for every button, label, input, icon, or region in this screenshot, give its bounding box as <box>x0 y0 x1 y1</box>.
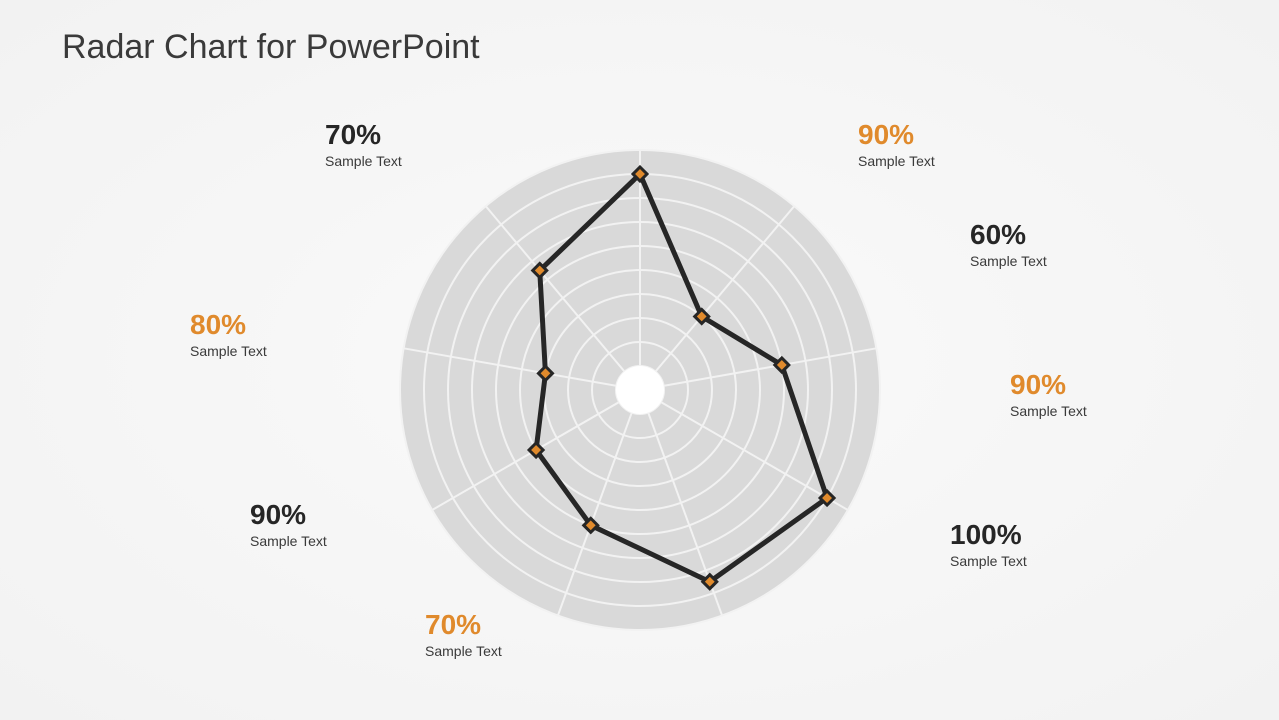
label-percent: 80% <box>190 310 267 341</box>
label-percent: 90% <box>858 120 935 151</box>
label-subtext: Sample Text <box>425 643 502 659</box>
label-subtext: Sample Text <box>250 533 327 549</box>
label-subtext: Sample Text <box>970 253 1047 269</box>
label-percent: 70% <box>325 120 402 151</box>
label-percent: 60% <box>970 220 1047 251</box>
chart-label: 70% Sample Text <box>325 120 402 169</box>
label-subtext: Sample Text <box>858 153 935 169</box>
chart-label: 70% Sample Text <box>425 610 502 659</box>
label-percent: 90% <box>1010 370 1087 401</box>
chart-label: 60% Sample Text <box>970 220 1047 269</box>
label-subtext: Sample Text <box>190 343 267 359</box>
chart-label: 80% Sample Text <box>190 310 267 359</box>
label-percent: 90% <box>250 500 327 531</box>
chart-label: 100% Sample Text <box>950 520 1027 569</box>
label-percent: 100% <box>950 520 1027 551</box>
radar-chart <box>0 0 1279 720</box>
label-subtext: Sample Text <box>325 153 402 169</box>
label-subtext: Sample Text <box>950 553 1027 569</box>
chart-label: 90% Sample Text <box>250 500 327 549</box>
label-subtext: Sample Text <box>1010 403 1087 419</box>
chart-label: 90% Sample Text <box>1010 370 1087 419</box>
chart-label: 90% Sample Text <box>858 120 935 169</box>
label-percent: 70% <box>425 610 502 641</box>
